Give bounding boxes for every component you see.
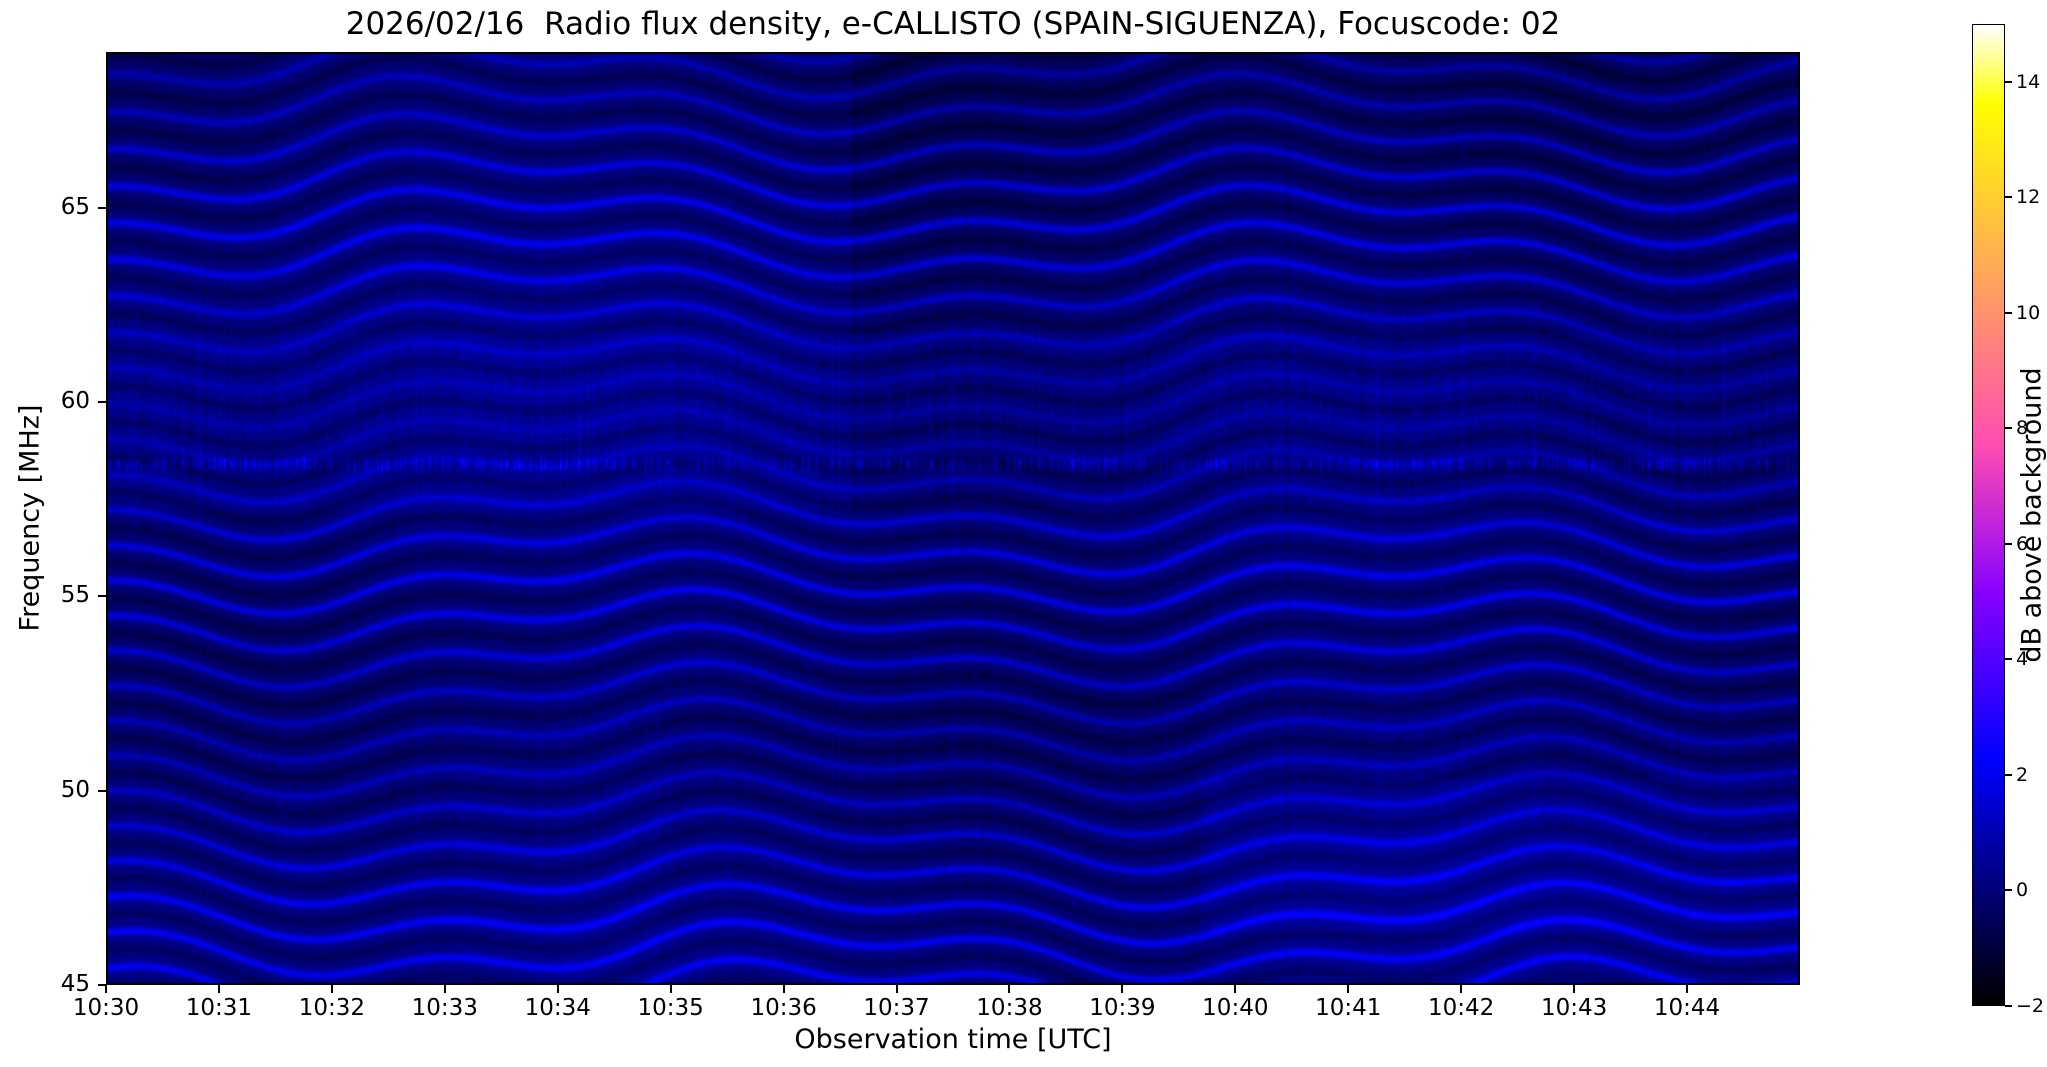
y-tick-mark (98, 984, 106, 986)
x-tick-mark (1686, 985, 1689, 993)
x-tick-label: 10:44 (1653, 995, 1721, 1021)
x-axis-label: Observation time [UTC] (794, 1024, 1112, 1055)
x-tick-mark (330, 985, 333, 993)
x-tick-label: 10:39 (1089, 995, 1156, 1021)
x-tick-label: 10:33 (411, 995, 478, 1021)
colorbar-label: dB above background (2016, 367, 2047, 663)
x-tick-label: 10:34 (524, 995, 591, 1021)
x-tick-mark (556, 985, 559, 993)
colorbar-tick-label: 10 (2016, 301, 2041, 324)
x-tick-label: 10:31 (185, 995, 253, 1021)
colorbar-tick-label: 4 (2016, 648, 2029, 671)
colorbar-tick-mark (2005, 196, 2012, 199)
y-tick-mark (98, 595, 106, 598)
colorbar-tick-mark (2005, 1005, 2012, 1007)
x-tick-mark (1573, 985, 1576, 993)
x-tick-label: 10:40 (1202, 995, 1269, 1021)
colorbar-tick-mark (2005, 80, 2012, 83)
x-tick-mark (443, 985, 446, 993)
x-tick-mark (1008, 985, 1011, 993)
y-tick-label: 65 (60, 193, 90, 220)
plot-area (106, 52, 1800, 985)
x-tick-label: 10:43 (1540, 995, 1608, 1021)
x-tick-label: 10:36 (750, 995, 817, 1021)
x-tick-mark (1347, 985, 1350, 993)
colorbar-tick-mark (2005, 889, 2012, 892)
x-tick-mark (1121, 985, 1124, 993)
y-tick-mark (98, 400, 106, 403)
colorbar-gradient-canvas (1973, 25, 2004, 1005)
x-tick-mark (895, 985, 898, 993)
y-tick-label: 55 (60, 582, 90, 609)
x-tick-label: 10:32 (298, 995, 365, 1021)
colorbar-tick-mark (2005, 542, 2012, 545)
x-tick-label: 10:37 (863, 995, 930, 1021)
x-tick-mark (782, 985, 785, 993)
spectrogram-canvas (108, 54, 1798, 983)
colorbar-tick-mark (2005, 773, 2012, 776)
x-tick-label: 10:41 (1315, 995, 1382, 1021)
y-tick-mark (98, 206, 106, 209)
colorbar-tick-mark (2005, 427, 2012, 430)
x-tick-mark (217, 985, 220, 993)
x-tick-mark (1460, 985, 1463, 993)
chart-title: 2026/02/16 Radio flux density, e-CALLIST… (345, 6, 1561, 42)
x-tick-mark (669, 985, 672, 993)
x-tick-label: 10:35 (637, 995, 704, 1021)
colorbar-tick-mark (2005, 658, 2012, 661)
colorbar-tick-label: 0 (2016, 879, 2029, 902)
x-tick-mark (105, 985, 107, 993)
x-tick-label: 10:42 (1428, 995, 1495, 1021)
colorbar (1972, 24, 2005, 1006)
colorbar-tick-label: −2 (2016, 995, 2045, 1017)
x-tick-label: 10:30 (72, 995, 140, 1021)
colorbar-tick-label: 12 (2016, 186, 2041, 209)
x-tick-label: 10:38 (976, 995, 1043, 1021)
colorbar-tick-mark (2005, 311, 2012, 314)
y-tick-label: 50 (60, 776, 90, 803)
colorbar-tick-label: 2 (2016, 763, 2029, 786)
colorbar-tick-label: 6 (2016, 532, 2029, 555)
x-tick-mark (1234, 985, 1237, 993)
y-tick-label: 60 (60, 387, 90, 414)
y-tick-mark (98, 789, 106, 792)
y-tick-label: 45 (60, 971, 90, 997)
colorbar-tick-label: 14 (2016, 70, 2041, 93)
colorbar-tick-label: 8 (2016, 417, 2029, 440)
